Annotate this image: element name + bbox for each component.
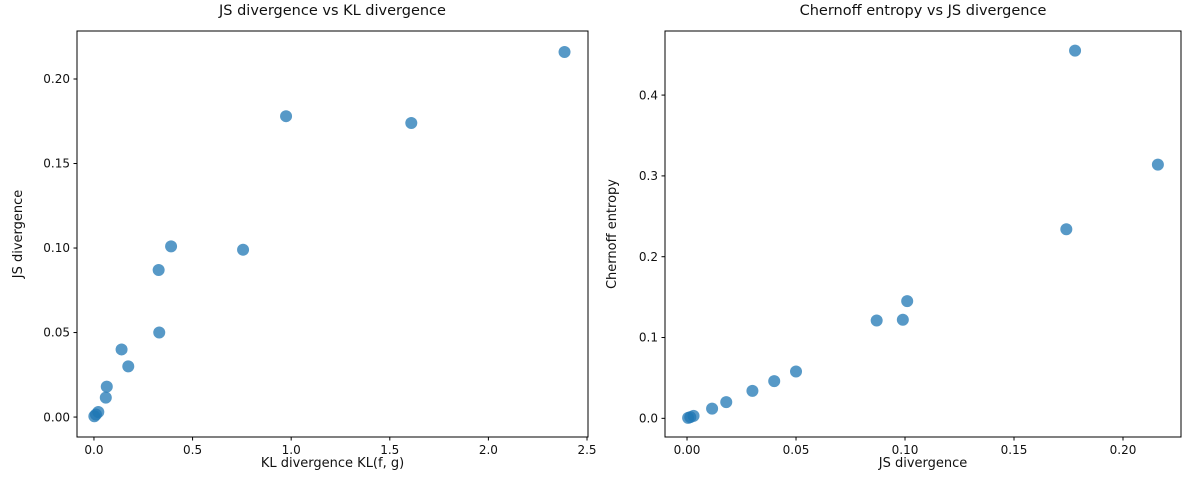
data-point [115,343,128,356]
data-point [870,314,883,327]
plot-frame [664,30,1182,438]
data-point [706,402,719,415]
right-plot-xlabel: JS divergence [878,456,968,471]
x-tick-label: 0.5 [183,443,202,457]
right-scatter-plot: 0.00 0.05 0.10 0.15 0.20 0.0 0.1 0.2 0.3 0.4 Cher… [600,0,1189,490]
x-tick-label: 1.0 [282,443,301,457]
data-point [768,375,781,388]
y-tick-label: 0.2 [639,250,658,264]
x-tick-label: 0.05 [783,443,810,457]
x-tick-label: 0.10 [892,443,919,457]
left-plot-ylabel: JS divergence [11,189,26,279]
x-tick-label: 0.15 [1001,443,1028,457]
y-tick-label: 0.20 [43,72,70,86]
data-point [405,116,418,129]
left-plot-xlabel: KL divergence KL(f, g) [260,456,405,471]
data-point [1060,223,1073,236]
data-point [280,110,293,123]
plot-frame [76,30,589,438]
y-tick-label: 0.1 [639,331,658,345]
data-point [237,243,250,256]
y-tick-label: 0.3 [639,169,658,183]
data-point [896,313,909,326]
right-plot-canvas: 0.00 0.05 0.10 0.15 0.20 0.0 0.1 0.2 0.3 0.4 [639,30,1182,457]
data-point [687,409,700,422]
x-tick-label: 0.00 [674,443,701,457]
x-tick-label: 2.0 [479,443,498,457]
x-tick-label: 0.0 [84,443,103,457]
data-point [100,380,113,393]
x-tick-label: 1.5 [380,443,399,457]
y-tick-label: 0.05 [43,326,70,340]
right-plot-title: Chernoff entropy vs JS divergence [799,3,1047,19]
y-tick-label: 0.4 [639,88,658,102]
data-point [790,365,803,378]
y-tick-label: 0.10 [43,241,70,255]
data-point [1069,44,1082,57]
data-point [901,295,914,308]
data-point [122,360,135,373]
data-point [558,45,571,58]
left-scatter-plot: 0.0 0.5 1.0 1.5 2.0 2.5 0.00 0.05 0.10 0.15 0.20 J… [11,3,597,471]
left-plot-title: JS divergence vs KL divergence [219,3,446,19]
x-tick-label: 0.20 [1110,443,1137,457]
right-plot-ylabel: Chernoff entropy [605,179,620,290]
data-point [153,326,166,339]
left-plot-canvas: 0.0 0.5 1.0 1.5 2.0 2.5 0.00 0.05 0.10 0.15 0.20 [43,30,597,457]
data-point [165,240,178,253]
data-point [99,391,112,404]
data-point [1151,158,1164,171]
y-tick-label: 0.0 [639,412,658,426]
data-point [152,264,165,277]
data-point [720,396,733,409]
x-tick-label: 2.5 [577,443,596,457]
y-tick-label: 0.15 [43,157,70,171]
data-point [746,384,759,397]
y-tick-label: 0.00 [43,410,70,424]
data-point [92,405,105,418]
